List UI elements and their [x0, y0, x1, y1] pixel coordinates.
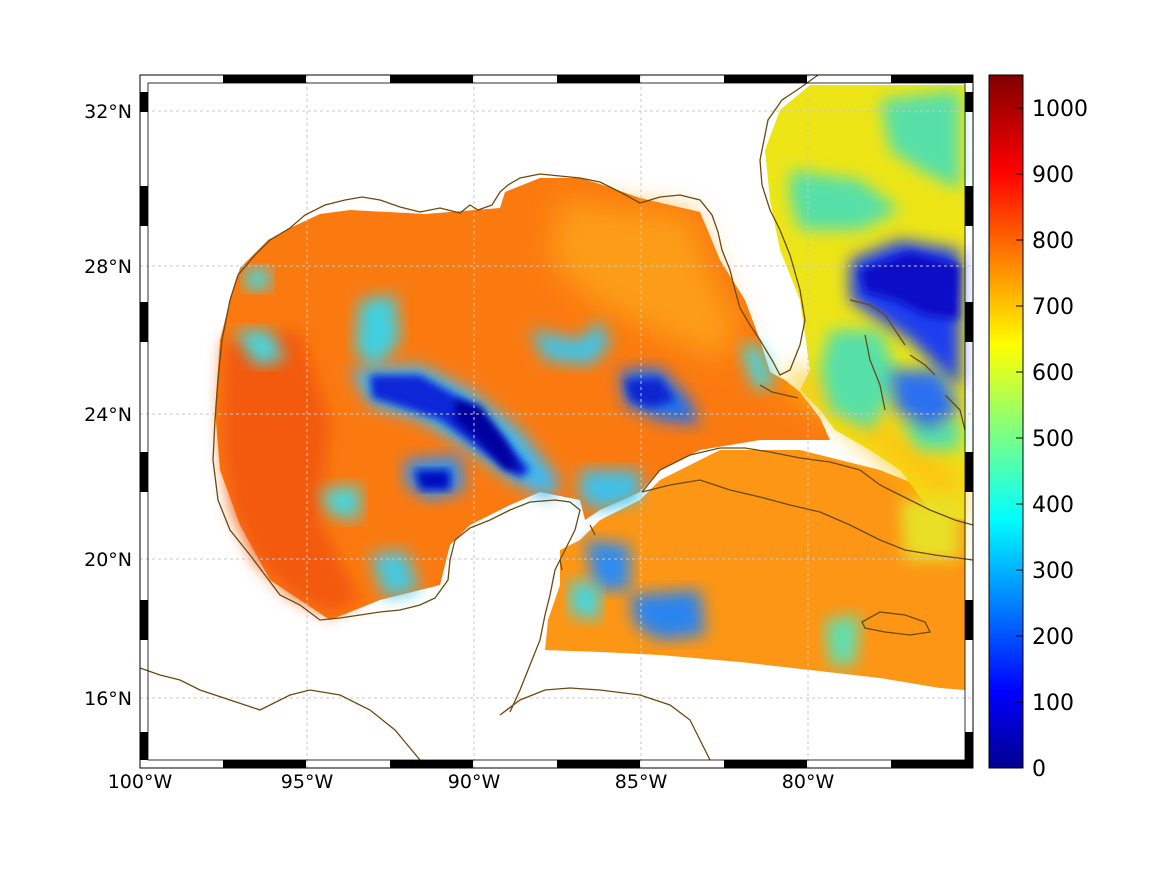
colorbar: 0 100 200 300 400 500 600 700 800 900 10…: [988, 74, 1088, 782]
atlantic-yellow-orange: [780, 370, 960, 520]
lat-tick-labels: 32°N 28°N 24°N 20°N 16°N: [84, 101, 132, 710]
colorbar-tick-label: 1000: [1032, 97, 1088, 122]
cuba: [641, 447, 974, 561]
colorbar-tick-label: 500: [1032, 427, 1074, 452]
lat-tick-label: 24°N: [84, 404, 132, 426]
coastlines: [139, 74, 974, 761]
gulf-coast: [229, 74, 819, 376]
atlantic-cyan-streaks: [790, 90, 960, 450]
western-gulf-red: [222, 330, 360, 615]
gulf-eddies: [235, 268, 775, 598]
colorbar-tick-label: 400: [1032, 493, 1074, 518]
lat-tick-label: 32°N: [84, 101, 132, 123]
lon-tick-label: 100°W: [108, 771, 173, 793]
florida-keys: [759, 384, 799, 399]
lat-tick-label: 20°N: [84, 549, 132, 571]
atlantic-dark-blue: [860, 252, 960, 320]
mexico-coast: [212, 299, 581, 713]
colorbar-tick-label: 100: [1032, 691, 1074, 716]
honduras-coast: [499, 687, 711, 761]
lon-tick-label: 80°W: [782, 771, 835, 793]
colorbar-tick-label: 600: [1032, 361, 1074, 386]
lat-tick-label: 28°N: [84, 256, 132, 278]
yucatan-islands: [559, 524, 596, 571]
colorbar-ticks: [1016, 107, 1023, 769]
colorbar-tick-labels: 0 100 200 300 400 500 600 700 800 900 10…: [1032, 97, 1088, 782]
data-field: [215, 85, 965, 690]
colorbar-tick-label: 800: [1032, 229, 1074, 254]
central-america-coast: [139, 667, 421, 761]
jamaica: [861, 611, 931, 636]
lat-tick-label: 16°N: [84, 688, 132, 710]
colorbar-tick-label: 0: [1032, 757, 1046, 782]
colorbar-tick-label: 900: [1032, 163, 1074, 188]
colorbar-tick-label: 700: [1032, 295, 1074, 320]
lon-tick-label: 95°W: [281, 771, 334, 793]
map-frame: [139, 74, 974, 769]
atlantic-blue-lower: [890, 370, 960, 430]
eastern-gulf-orange: [550, 200, 740, 360]
lon-tick-labels: 100°W 95°W 90°W 85°W 80°W: [108, 771, 835, 793]
lon-tick-label: 90°W: [448, 771, 501, 793]
colorbar-tick-label: 200: [1032, 625, 1074, 650]
caribbean-eddies: [570, 470, 960, 665]
bahamas: [849, 299, 966, 431]
colorbar-gradient: [988, 74, 1024, 769]
gridlines: [140, 75, 973, 768]
colorbar-tick-label: 300: [1032, 559, 1074, 584]
lon-tick-label: 85°W: [615, 771, 668, 793]
